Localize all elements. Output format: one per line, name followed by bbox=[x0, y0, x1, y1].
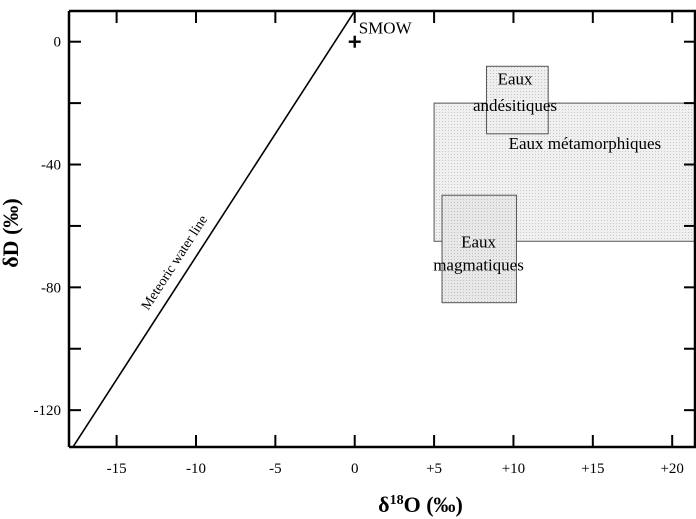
x-tick-label: +20 bbox=[660, 461, 683, 477]
meteoric-line-layer bbox=[72, 11, 356, 447]
x-tick-label: -10 bbox=[186, 461, 206, 477]
meteoric-water-line bbox=[72, 11, 356, 447]
y-tick-label: -80 bbox=[41, 280, 61, 296]
labels-layer: Eaux métamorphiques Eaux magmatiques Eaux an… bbox=[0, 19, 661, 517]
y-axis-title: δD (‰) bbox=[0, 198, 23, 267]
smow-label: SMOW bbox=[359, 19, 413, 38]
region-andesitic-label: andésitiques bbox=[473, 96, 557, 115]
x-tick-label: +5 bbox=[426, 461, 442, 477]
ticks-layer: -15 -10 -5 0 +5 +10 +15 +20 0 -40 -80 -120 bbox=[34, 11, 696, 477]
x-axis-title: δ18O (‰) bbox=[378, 492, 463, 517]
region-andesitic-label: Eaux bbox=[498, 70, 533, 89]
region-magmatic bbox=[441, 194, 517, 304]
meteoric-line-label: Meteoric water line bbox=[139, 213, 211, 313]
y-tick-label: 0 bbox=[54, 35, 62, 51]
x-tick-label: -5 bbox=[269, 461, 282, 477]
plot-frame-layer bbox=[67, 9, 696, 449]
y-tick-label: -120 bbox=[34, 403, 62, 419]
x-tick-label: 0 bbox=[351, 461, 359, 477]
region-andesitic bbox=[485, 65, 549, 135]
regions-layer bbox=[433, 65, 696, 304]
region-magmatic-label: magmatiques bbox=[433, 255, 524, 274]
region-magmatic-label: Eaux bbox=[461, 232, 496, 251]
y-tick-label: -40 bbox=[41, 158, 61, 174]
region-metamorphic-label: Eaux métamorphiques bbox=[509, 134, 662, 153]
x-axis-title-rest: O (‰) bbox=[404, 492, 463, 517]
x-tick-label: -15 bbox=[107, 461, 127, 477]
x-axis-title-symbol: δ bbox=[378, 492, 389, 517]
x-tick-label: +10 bbox=[502, 461, 525, 477]
x-axis-title-superscript: 18 bbox=[390, 493, 404, 508]
x-tick-label: +15 bbox=[581, 461, 604, 477]
